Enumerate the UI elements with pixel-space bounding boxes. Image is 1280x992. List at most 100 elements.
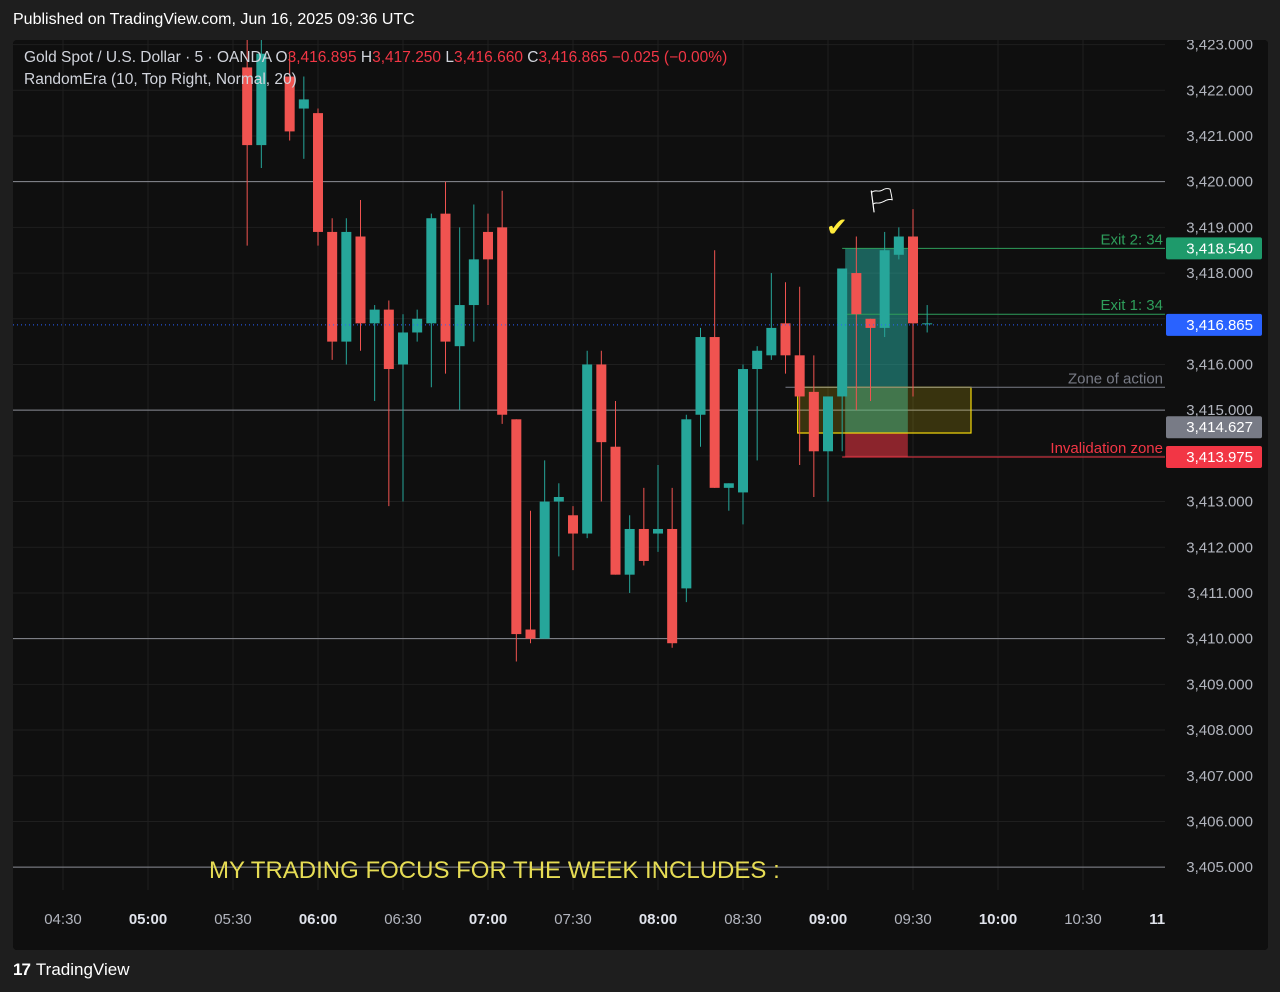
zone-level-label: Zone of action (1068, 370, 1163, 387)
candle-body (284, 76, 295, 132)
candle-body (242, 67, 253, 146)
candle-body (681, 419, 692, 589)
candle-body (313, 113, 323, 232)
high-value: 3,417.250 (372, 49, 442, 66)
candle-body (780, 323, 791, 356)
candle-body (327, 231, 338, 342)
top-bar: Published on TradingView.com, Jun 16, 20… (0, 0, 1280, 40)
chart-background (13, 40, 1268, 950)
candlestick-chart[interactable]: Exit 2: 34 Exit 1: 34 Zone of action Invali… (13, 40, 1268, 950)
candle (341, 218, 352, 365)
tradingview-logo[interactable]: 17 TradingView (13, 960, 129, 980)
candle (468, 204, 479, 342)
candle-body (426, 218, 437, 324)
candle-body (525, 629, 536, 639)
candle (327, 218, 338, 360)
candle-body (695, 337, 706, 415)
candle-body (823, 396, 833, 452)
candle (865, 318, 876, 402)
price-tick-label: 3,407.000 (1186, 768, 1253, 785)
candle (256, 40, 267, 168)
price-tick-label: 3,409.000 (1186, 676, 1253, 693)
price-tick-label: 3,410.000 (1186, 631, 1253, 648)
crosshair-price-badge-text: 3,414.627 (1186, 419, 1253, 436)
time-tick-label: 07:00 (469, 911, 507, 928)
crosshair-price-badge-bg (1166, 416, 1262, 439)
time-tick-label: 07:30 (554, 911, 592, 928)
low-key: L (445, 49, 454, 66)
price-tick-label: 3,421.000 (1186, 128, 1253, 145)
candle (412, 309, 423, 342)
candle-body (922, 323, 933, 325)
time-tick-label: 10:30 (1064, 911, 1102, 928)
chart-legend: Gold Spot / U.S. Dollar · 5 · OANDA O3,4… (24, 47, 727, 91)
change-value: −0.025 (−0.00%) (611, 49, 728, 66)
candle (738, 364, 748, 525)
time-tick-label: 10:00 (979, 911, 1017, 928)
candle (242, 40, 253, 246)
candle (794, 286, 805, 465)
candle-body (879, 250, 890, 328)
candle (624, 515, 635, 593)
candle-body (511, 419, 522, 635)
price-tick-label: 3,416.000 (1186, 356, 1253, 373)
candle (582, 350, 593, 539)
price-tick-label: 3,408.000 (1186, 722, 1253, 739)
candle (667, 487, 678, 648)
last-price-badge-text: 3,416.865 (1186, 317, 1253, 334)
candle (553, 483, 564, 557)
candle-body (582, 364, 593, 534)
exit2-price-badge-text: 3,418.540 (1186, 240, 1253, 257)
candle-body (723, 483, 734, 488)
candle-body (624, 528, 635, 575)
candle (922, 305, 933, 333)
candle (851, 236, 862, 411)
candle (808, 355, 819, 497)
time-tick-label: 05:00 (129, 911, 167, 928)
price-tick-label: 3,418.000 (1186, 265, 1253, 282)
chart-area[interactable]: Exit 2: 34 Exit 1: 34 Zone of action Invali… (13, 40, 1268, 950)
candle (610, 401, 621, 575)
candle (638, 487, 649, 566)
price-tick-label: 3,411.000 (1187, 585, 1253, 602)
price-tick-label: 3,406.000 (1186, 813, 1253, 830)
candle-body (709, 337, 720, 488)
candle (823, 396, 833, 502)
tradingview-logo-icon: 17 (13, 960, 31, 979)
candle (681, 414, 692, 603)
symbol-name[interactable]: Gold Spot / U.S. Dollar · 5 · OANDA (24, 49, 272, 66)
candle (298, 76, 309, 159)
candle (709, 250, 720, 488)
invalidation-price-badge-text: 3,413.975 (1186, 449, 1253, 466)
price-axis (1165, 40, 1268, 950)
open-value: 3,416.895 (287, 49, 357, 66)
candle (539, 460, 550, 639)
candle-body (369, 309, 380, 324)
crosshair-price-badge: 3,414.627 (1166, 416, 1262, 439)
candle (596, 350, 607, 502)
candle (284, 53, 295, 141)
position-stop-box (845, 433, 908, 458)
time-tick-label: 06:30 (384, 911, 422, 928)
time-tick-label: 04:30 (44, 911, 82, 928)
time-tick-label: 05:30 (214, 911, 252, 928)
candle (383, 300, 394, 507)
price-tick-label: 3,420.000 (1186, 174, 1253, 191)
time-tick-label: 06:00 (299, 911, 337, 928)
indicator-row[interactable]: RandomEra (10, Top Right, Normal, 20) (24, 69, 727, 91)
candle-body (653, 528, 663, 534)
candle-body (341, 231, 352, 342)
time-tick-label: 09:00 (809, 911, 847, 928)
candle (426, 213, 437, 388)
candle-body (808, 391, 819, 452)
headline-annotation: MY TRADING FOCUS FOR THE WEEK INCLUDES : (209, 857, 780, 884)
exit2-price-badge-bg (1166, 237, 1262, 260)
open-key: O (275, 49, 288, 66)
symbol-row[interactable]: Gold Spot / U.S. Dollar · 5 · OANDA O3,4… (24, 47, 727, 69)
flag-icon: 🏳 (867, 187, 897, 215)
candle-body (256, 53, 267, 146)
candle-body (667, 528, 678, 644)
indicator-name[interactable]: RandomEra (10, Top Right, Normal, 20) (24, 71, 297, 88)
candle (766, 273, 777, 360)
exit2-level-label: Exit 2: 34 (1100, 231, 1163, 248)
